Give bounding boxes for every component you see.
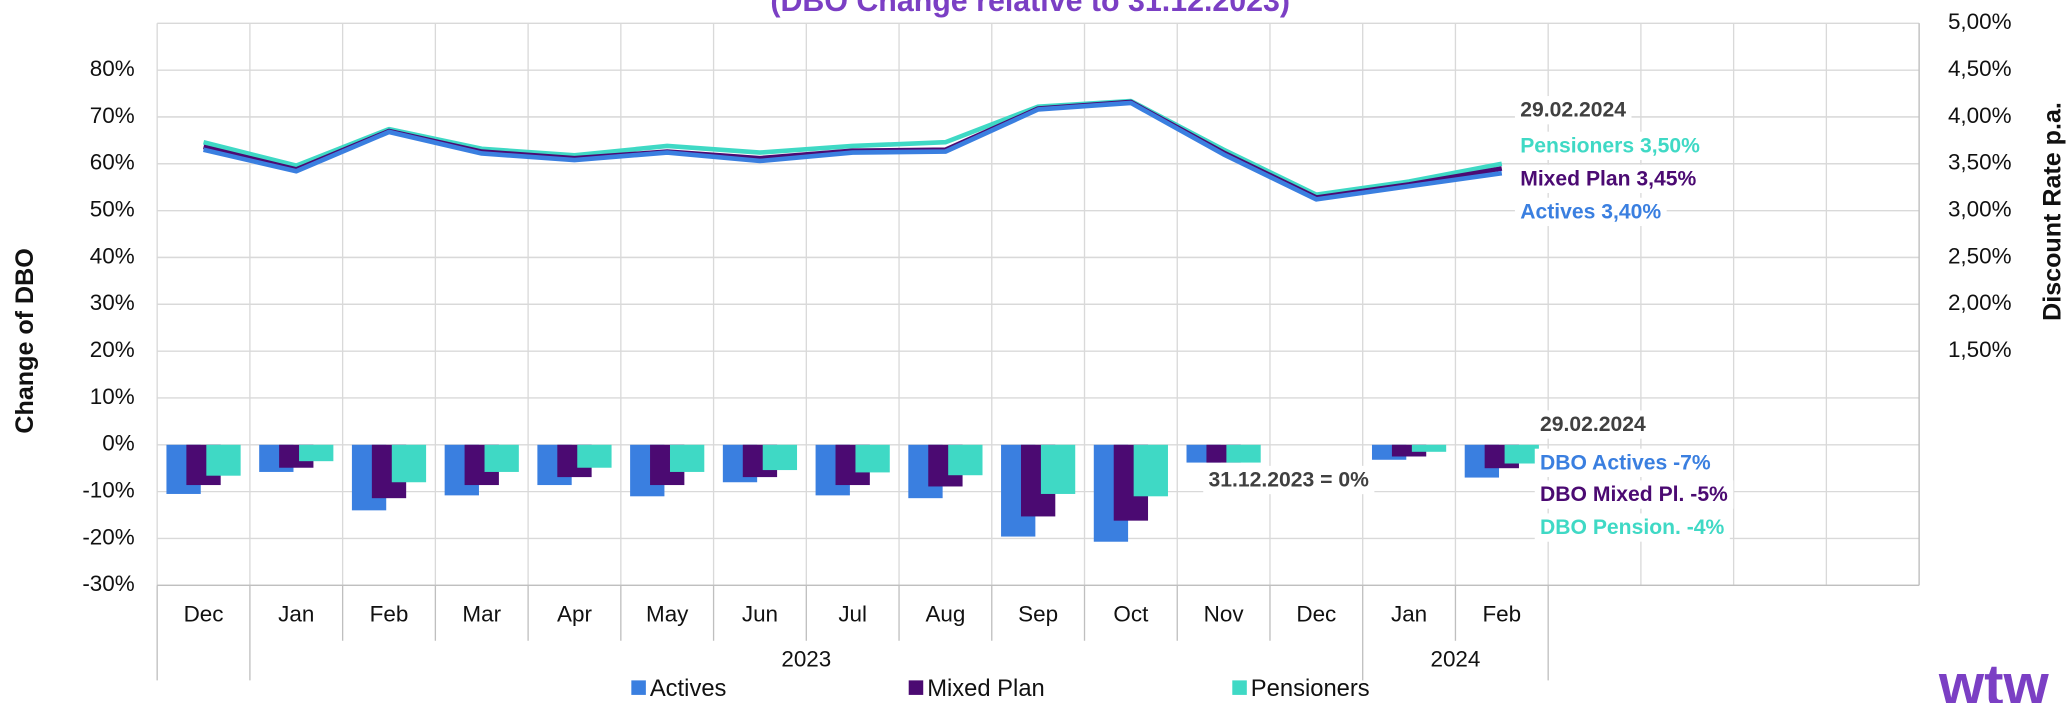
x-tick-label: Jan xyxy=(1391,602,1427,627)
annotation-background xyxy=(1534,448,1717,477)
y2-tick-label: 4,50% xyxy=(1948,56,2012,81)
x-tick-label: Dec xyxy=(184,602,224,627)
x-tick-label: Jul xyxy=(838,602,867,627)
x-tick-label: Dec xyxy=(1296,602,1336,627)
bar xyxy=(1226,444,1261,463)
grid xyxy=(156,22,1920,586)
x-tick-label: Feb xyxy=(1482,602,1521,627)
annotation-background xyxy=(1514,197,1667,227)
y-tick-label: 50% xyxy=(90,197,135,222)
bar xyxy=(206,444,241,476)
x-tick-label: Jan xyxy=(278,602,314,627)
bar xyxy=(1504,444,1539,464)
y2-tick-label: 4,00% xyxy=(1948,103,2012,128)
annotation: 29.02.2024 xyxy=(1520,99,1626,122)
legend-label: Actives xyxy=(650,675,727,702)
annotation-background xyxy=(1534,410,1652,439)
annotation: DBO Pension. -4% xyxy=(1540,516,1725,539)
annotation: Actives 3,40% xyxy=(1520,200,1661,223)
annotation: DBO Mixed Pl. -5% xyxy=(1540,483,1728,506)
bar xyxy=(577,444,612,468)
bar xyxy=(1040,444,1076,494)
y2-tick-label: 2,50% xyxy=(1948,243,2012,268)
x-tick-label: Jun xyxy=(742,602,778,627)
x-group-label: 2023 xyxy=(781,647,831,672)
bar xyxy=(1411,444,1447,452)
y-axis-label: Change of DBO xyxy=(11,248,39,433)
y2-tick-label: 1,50% xyxy=(1948,337,2012,362)
legend-label: Pensioners xyxy=(1251,675,1370,702)
x-group-label: 2024 xyxy=(1430,647,1480,672)
bar xyxy=(855,444,890,473)
y-tick-label: -30% xyxy=(82,571,134,596)
annotation-background xyxy=(1203,465,1375,495)
y-tick-label: 60% xyxy=(90,150,135,175)
legend-swatch xyxy=(908,680,924,695)
x-tick-label: Sep xyxy=(1018,602,1058,627)
x-tick-label: Mar xyxy=(462,602,501,627)
annotation-background xyxy=(1514,131,1706,160)
y2-tick-label: 2,00% xyxy=(1948,290,2012,315)
legend-swatch xyxy=(1232,680,1247,695)
y-tick-label: 20% xyxy=(90,337,135,362)
x-tick-label: Apr xyxy=(557,602,592,627)
annotation: DBO Actives -7% xyxy=(1540,451,1711,474)
x-tick-label: Feb xyxy=(370,602,409,627)
y-tick-label: -20% xyxy=(82,524,134,549)
logo: wtw xyxy=(1938,653,2050,703)
y-tick-label: 40% xyxy=(90,243,135,268)
y2-tick-label: 5,00% xyxy=(1948,9,2012,34)
legend-label: Mixed Plan xyxy=(927,675,1045,702)
x-tick-label: Aug xyxy=(925,602,965,627)
chart-title: (DBO Change relative to 31.12.2023) xyxy=(770,0,1290,18)
legend-swatch xyxy=(631,680,646,695)
annotation-background xyxy=(1514,164,1702,194)
x-tick-label: May xyxy=(646,602,689,627)
annotation: 31.12.2023 = 0% xyxy=(1209,469,1370,492)
annotation: Pensioners 3,50% xyxy=(1520,134,1700,157)
bar xyxy=(391,444,427,483)
y-tick-label: 80% xyxy=(90,56,135,81)
y2-axis-label: Discount Rate p.a. xyxy=(2038,102,2066,321)
x-tick-label: Oct xyxy=(1113,602,1149,627)
annotation-background xyxy=(1534,513,1730,542)
y-tick-label: 30% xyxy=(90,290,135,315)
y-tick-label: 0% xyxy=(102,431,134,456)
bar xyxy=(1133,444,1168,497)
bar xyxy=(669,444,705,472)
y-tick-label: -10% xyxy=(82,478,134,503)
line xyxy=(203,100,1503,202)
bar xyxy=(762,444,798,471)
bar xyxy=(948,444,983,476)
annotation: 29.02.2024 xyxy=(1540,413,1646,436)
annotation: Mixed Plan 3,45% xyxy=(1520,167,1696,190)
y-tick-label: 10% xyxy=(90,384,135,409)
bar xyxy=(484,444,519,472)
line xyxy=(202,98,1503,198)
bar xyxy=(299,444,334,462)
bar xyxy=(1391,444,1427,457)
annotation-background xyxy=(1514,96,1632,125)
y2-tick-label: 3,00% xyxy=(1948,197,2012,222)
annotation-background xyxy=(1534,480,1734,509)
y2-tick-label: 3,50% xyxy=(1948,150,2012,175)
x-tick-label: Nov xyxy=(1204,602,1245,627)
y-tick-label: 70% xyxy=(90,103,135,128)
